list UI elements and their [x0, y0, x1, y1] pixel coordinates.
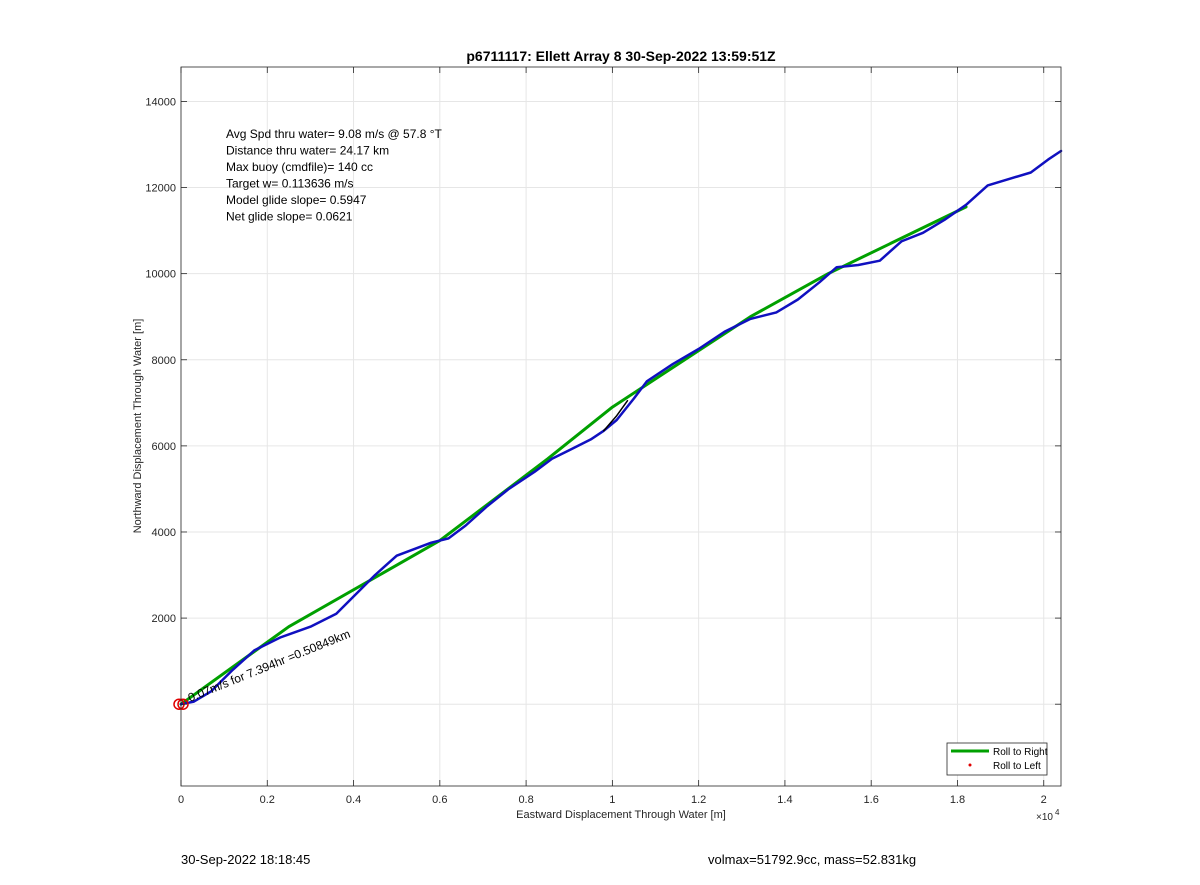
- x-exponent-label: ×10: [1036, 812, 1053, 823]
- x-tick-label: 0.6: [432, 794, 447, 806]
- x-tick-label: 1.2: [691, 794, 706, 806]
- y-axis-label: Northward Displacement Through Water [m]: [132, 319, 144, 534]
- y-tick-label: 6000: [152, 441, 176, 453]
- x-tick-label: 1.4: [777, 794, 792, 806]
- x-tick-label: 1.8: [950, 794, 965, 806]
- x-tick-label: 0.2: [260, 794, 275, 806]
- grid-lines: [180, 67, 1061, 786]
- x-tick-label: 0.4: [346, 794, 361, 806]
- track-line: [179, 149, 1063, 706]
- stats-annotation-line: Distance thru water= 24.17 km: [226, 144, 389, 158]
- y-tick-label: 10000: [145, 269, 176, 281]
- y-tick-label: 14000: [145, 96, 176, 108]
- x-exponent-power: 4: [1055, 808, 1060, 817]
- y-tick-label: 2000: [152, 613, 176, 625]
- x-axis: 0 0.2 0.4 0.6 0.8 1 1.2 1.4 1.6 1.8 2: [178, 67, 1047, 806]
- y-tick-label: 12000: [145, 183, 176, 195]
- roll-to-right-line: [179, 205, 968, 706]
- stats-annotation-line: Model glide slope= 0.5947: [226, 193, 367, 207]
- x-tick-label: 2: [1041, 794, 1047, 806]
- legend: Roll to Right Roll to Left: [946, 742, 1048, 776]
- stats-annotation-block: Avg Spd thru water= 9.08 m/s @ 57.8 °T Di…: [226, 127, 443, 224]
- plot-area: [173, 149, 1063, 710]
- stats-annotation-line: Max buoy (cmdfile)= 140 cc: [226, 160, 373, 174]
- y-tick-label: 4000: [152, 527, 176, 539]
- stats-annotation-line: Target w= 0.113636 m/s: [226, 177, 354, 191]
- footer-volmax: volmax=51792.9cc, mass=52.831kg: [708, 852, 917, 867]
- footer-timestamp: 30-Sep-2022 18:18:45: [181, 852, 311, 867]
- x-tick-label: 0: [178, 794, 184, 806]
- legend-label-roll-left: Roll to Left: [993, 761, 1041, 772]
- drift-annotation: 0.07m/s for 7.394hr =0.50849km: [186, 627, 352, 705]
- x-tick-label: 1.6: [864, 794, 879, 806]
- legend-box: [946, 742, 1048, 776]
- axes-frame: [180, 66, 1062, 787]
- chart-title: p6711117: Ellett Array 8 30-Sep-2022 13:…: [466, 48, 776, 64]
- stats-annotation-line: Avg Spd thru water= 9.08 m/s @ 57.8 °T: [226, 127, 443, 141]
- x-axis-label: Eastward Displacement Through Water [m]: [516, 809, 726, 821]
- x-tick-label: 0.8: [518, 794, 533, 806]
- track-segment-line: [602, 399, 629, 432]
- x-tick-label: 1: [609, 794, 615, 806]
- y-tick-label: 8000: [152, 355, 176, 367]
- y-axis: 2000 4000 6000 8000 10000 12000 14000: [145, 96, 1061, 705]
- legend-dot-roll-left: [968, 763, 972, 767]
- stats-annotation-line: Net glide slope= 0.0621: [226, 210, 353, 224]
- start-marker-circle: [177, 698, 189, 710]
- legend-label-roll-right: Roll to Right: [993, 747, 1048, 758]
